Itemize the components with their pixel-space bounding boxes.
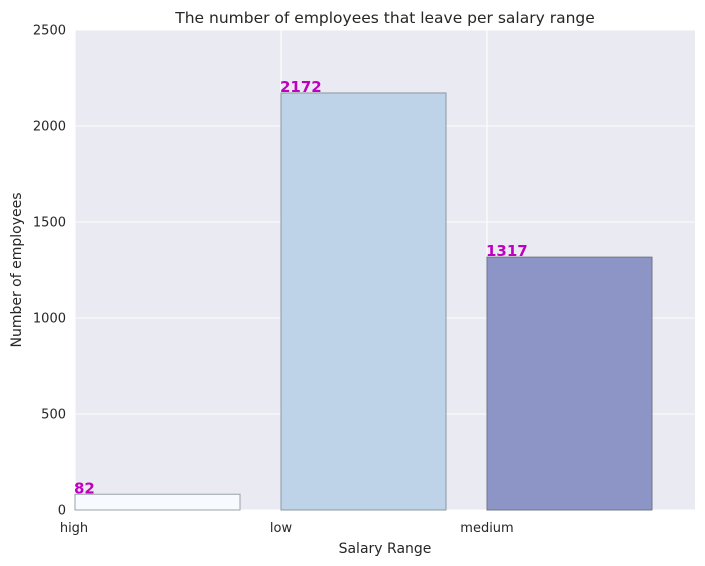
data-label: 82 (74, 479, 95, 497)
x-tick-label: low (270, 521, 293, 536)
bar-medium (486, 256, 653, 511)
x-tick-label: high (60, 521, 88, 536)
y-tick-label: 1500 (33, 216, 66, 231)
y-tick-label: 500 (41, 408, 66, 423)
bar-high (74, 493, 241, 511)
y-axis-label: Number of employees (9, 192, 25, 347)
y-tick-labels: 0 500 1000 1500 2000 2500 (33, 24, 66, 519)
data-label: 1317 (486, 242, 528, 260)
y-tick-label: 2500 (33, 24, 66, 39)
chart-title: The number of employees that leave per s… (174, 9, 595, 27)
y-tick-label: 2000 (33, 120, 66, 135)
y-tick-label: 1000 (33, 312, 66, 327)
x-tick-labels: high low medium (60, 521, 514, 536)
bars (74, 92, 653, 511)
data-label: 2172 (280, 78, 322, 96)
x-axis-label: Salary Range (339, 541, 432, 557)
y-tick-label: 0 (58, 504, 66, 519)
x-tick-label: medium (460, 521, 513, 536)
bar-low (280, 92, 447, 511)
data-labels: 82 2172 1317 (74, 78, 528, 497)
